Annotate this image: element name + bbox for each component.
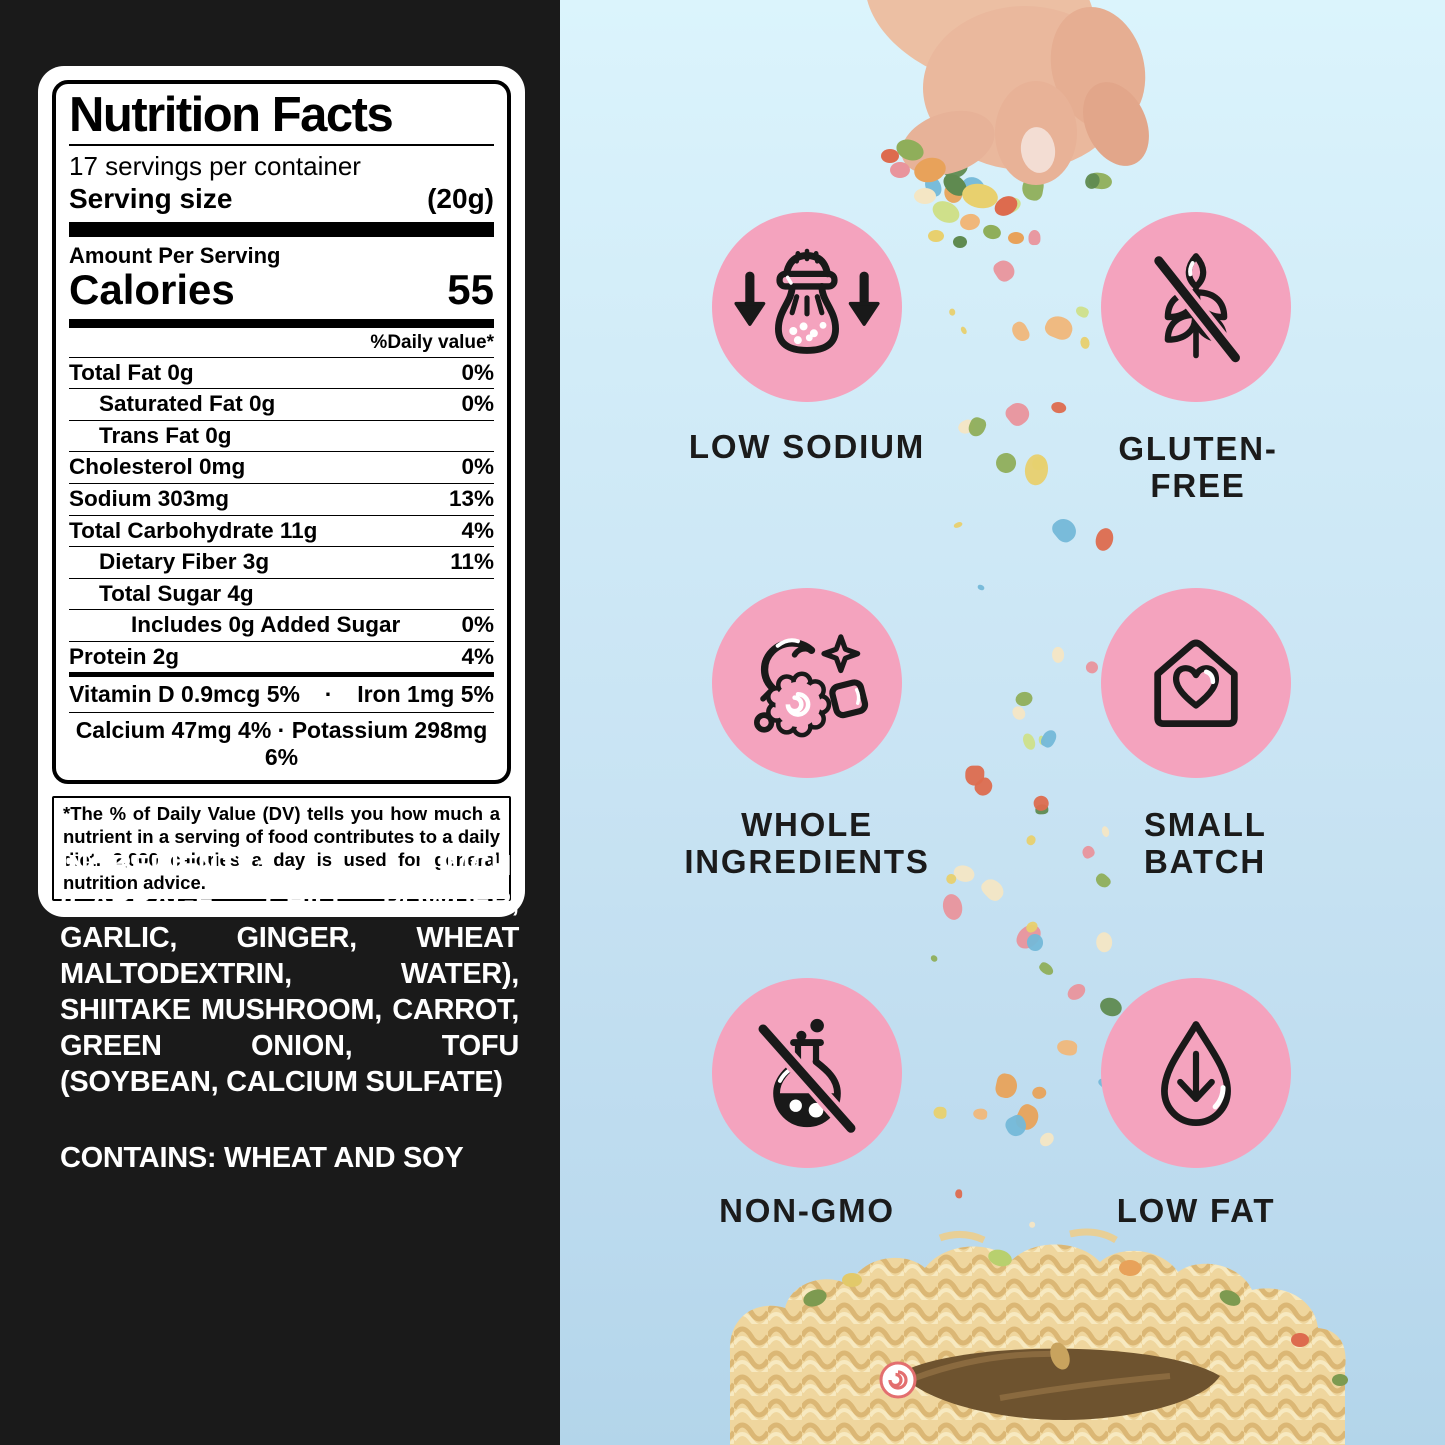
servings-per-container: 17 servings per container [69,150,361,181]
thick-divider [69,221,494,237]
iron-value: Iron 1mg 5% [357,681,494,708]
nutrient-value: 0% [461,359,494,385]
ingredients-text: INGREDIENTS: KIMCHI (CABBAGE, CHILI POWD… [60,850,519,1098]
nutrient-row-protein: Protein 2g 4% [69,642,494,673]
separator-dot: · [324,681,333,708]
calories-label: Calories [69,265,235,313]
daily-value-header: %Daily value* [69,328,494,358]
nutrient-row-added-sugar: Includes 0g Added Sugar 0% [69,610,494,642]
nutrient-label: Cholesterol 0mg [69,454,246,480]
thick-divider [69,672,494,678]
nutrient-row-cholesterol: Cholesterol 0mg 0% [69,452,494,484]
nutrient-label: Total Carbohydrate 11g [69,517,318,543]
nutrient-value: 11% [450,549,494,575]
nutrient-value: 4% [461,517,494,543]
calories-row: Calories 55 [69,265,494,313]
nutrient-label: Includes 0g Added Sugar [131,612,401,638]
allergen-contains-text: CONTAINS: WHEAT AND SOY [60,1142,464,1174]
thick-divider [69,318,494,328]
minerals-row: Calcium 47mg 4% · Potassium 298mg 6% [75,717,488,771]
nutrient-value: 0% [461,612,494,638]
nutrient-row-trans-fat: Trans Fat 0g [69,421,494,453]
divider [69,143,494,146]
serving-size-label: Serving size [69,182,233,214]
nutrient-label: Saturated Fat 0g [99,391,276,417]
nutrient-label: Total Fat 0g [69,359,194,385]
vitamin-d-value: Vitamin D 0.9mcg 5% [69,681,300,708]
serving-size-value: (20g) [427,182,494,214]
nutrition-facts-title: Nutrition Facts [69,88,394,142]
nutrient-row-fiber: Dietary Fiber 3g 11% [69,547,494,579]
serving-size-row: Serving size (20g) [69,182,494,221]
nutrient-row-sugar: Total Sugar 4g [69,579,494,611]
nutrient-row-sodium: Sodium 303mg 13% [69,484,494,516]
nutrient-label: Trans Fat 0g [99,422,232,448]
nutrient-row-carbohydrate: Total Carbohydrate 11g 4% [69,516,494,548]
vitamin-row: Vitamin D 0.9mcg 5% · Iron 1mg 5% [69,677,494,714]
nutrient-row-total-fat: Total Fat 0g 0% [69,358,494,390]
amount-per-serving: Amount Per Serving [69,242,281,268]
nutrient-label: Dietary Fiber 3g [99,549,270,575]
nutrient-value: 4% [461,643,494,669]
nutrient-label: Total Sugar 4g [99,580,254,606]
nutrient-label: Protein 2g [69,643,180,669]
photo-panel [560,0,1445,1445]
nutrient-value: 13% [448,485,494,511]
calories-value: 55 [447,265,494,313]
ingredients-section: INGREDIENTS: KIMCHI (CABBAGE, CHILI POWD… [60,848,519,1176]
nutrient-row-saturated-fat: Saturated Fat 0g 0% [69,389,494,421]
nutrition-facts-box: Nutrition Facts 17 servings per containe… [52,80,511,785]
nutrient-value: 0% [461,391,494,417]
label-panel: Nutrition Facts 17 servings per containe… [0,0,560,1445]
nutrient-label: Sodium 303mg [69,485,230,511]
nutrient-value: 0% [461,454,494,480]
daily-value-footnote: *The % of Daily Value (DV) tells you how… [52,796,511,902]
nutrition-facts-panel: Nutrition Facts 17 servings per containe… [38,66,525,918]
